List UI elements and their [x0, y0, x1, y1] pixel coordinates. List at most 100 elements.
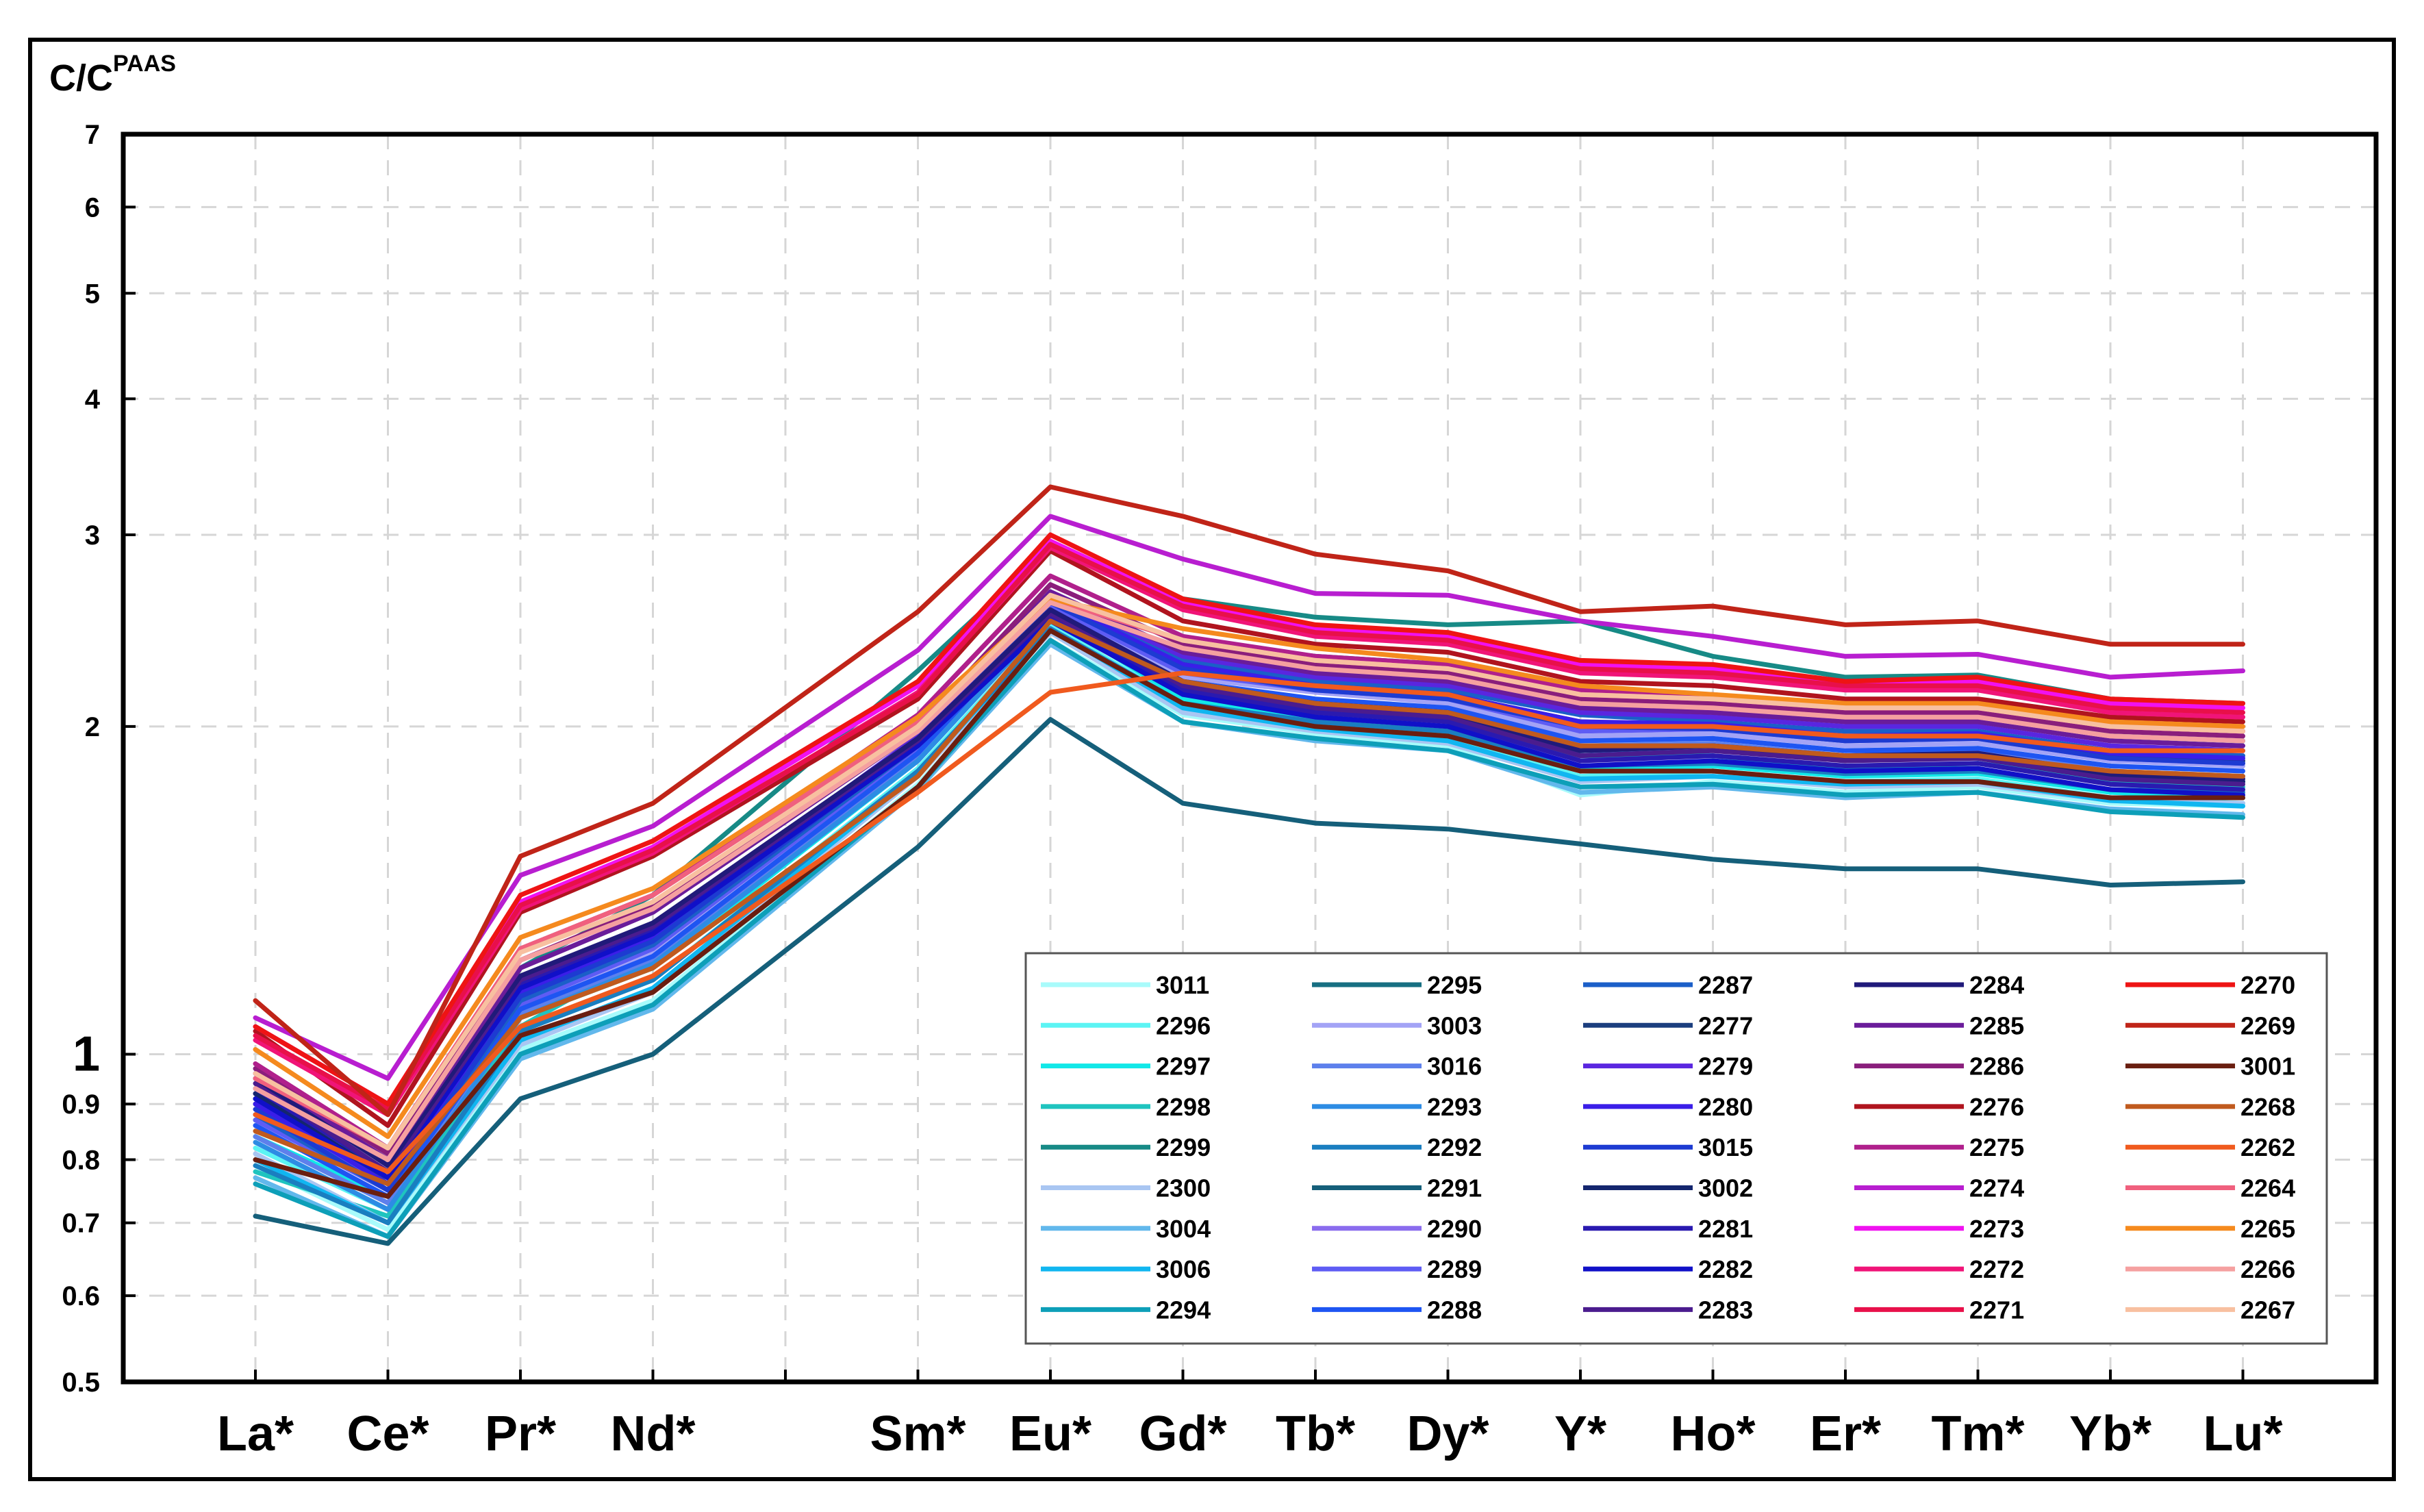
legend-item: 2286 [1854, 1053, 2024, 1081]
legend-item: 2265 [2125, 1215, 2295, 1243]
legend-item: 2277 [1583, 1011, 1753, 1040]
legend-item: 3003 [1312, 1011, 1482, 1040]
legend-label: 2291 [1427, 1174, 1482, 1202]
legend-label: 2280 [1698, 1093, 1753, 1121]
series-line-2285 [253, 589, 2245, 1162]
legend-label: 2264 [2240, 1174, 2295, 1202]
x-tick-label: Y* [1554, 1407, 1606, 1461]
legend-item: 2288 [1312, 1296, 1482, 1324]
legend-item: 2280 [1583, 1093, 1753, 1121]
series-lines [253, 484, 2245, 1246]
legend-item: 2300 [1041, 1174, 1211, 1202]
y-tick-label: 0.7 [62, 1209, 100, 1239]
series-line-2288 [253, 607, 2245, 1199]
legend-label: 2299 [1156, 1133, 1211, 1161]
legend-item: 2284 [1854, 971, 2024, 999]
legend-label: 2281 [1698, 1215, 1753, 1243]
legend-label: 2270 [2240, 971, 2295, 999]
legend-item: 2274 [1854, 1174, 2024, 1202]
legend-item: 2279 [1583, 1053, 1753, 1081]
y-tick-label: 5 [85, 279, 100, 309]
x-tick-label: Eu* [1009, 1407, 1091, 1461]
x-axis-ticks: La* Ce* Pr* Nd* Sm* Eu* Gd* Tb* Dy* Y* Ho* Er* Tm* Yb… [217, 1370, 2282, 1461]
series-line-2294 [253, 638, 2245, 1239]
legend-item: 2290 [1312, 1215, 1482, 1243]
y-axis-label: C/CPAAS [49, 51, 176, 99]
x-tick-label: Yb* [2069, 1407, 2151, 1461]
y-axis-ticks: 0.5 0.6 0.7 0.8 0.9 1 2 3 4 5 6 7 [62, 120, 136, 1398]
series-line-2283 [253, 611, 2245, 1174]
legend-label: 2272 [1969, 1255, 2024, 1283]
legend-item: 3002 [1583, 1174, 1753, 1202]
legend-item: 3001 [2125, 1053, 2295, 1081]
legend-item: 2271 [1854, 1296, 2024, 1324]
legend-item: 2296 [1041, 1011, 1211, 1040]
legend-item: 2297 [1041, 1053, 1211, 1081]
series-line-2276 [253, 548, 2245, 1129]
legend-label: 2287 [1698, 971, 1753, 999]
legend-label: 2294 [1156, 1296, 1211, 1324]
x-tick-label: Ce* [346, 1407, 429, 1461]
legend-item: 2281 [1583, 1215, 1753, 1243]
legend-item: 3004 [1041, 1215, 1211, 1243]
legend-label: 2283 [1698, 1296, 1753, 1324]
series-line-2274 [253, 514, 2245, 1081]
legend-label: 2266 [2240, 1255, 2295, 1283]
legend-item: 2273 [1854, 1215, 2024, 1243]
y-tick-label: 0.5 [62, 1368, 100, 1398]
x-tick-label: Tm* [1931, 1407, 2024, 1461]
legend-label: 2269 [2240, 1011, 2295, 1040]
legend-label: 2292 [1427, 1133, 1482, 1161]
y-tick-label: 1 [73, 1026, 100, 1081]
series-line-2292 [253, 626, 2245, 1226]
legend-item: 3006 [1041, 1255, 1211, 1283]
legend-item: 2282 [1583, 1255, 1753, 1283]
x-tick-label: Pr* [485, 1407, 556, 1461]
legend-label: 2296 [1156, 1011, 1211, 1040]
series-line-2272 [253, 545, 2245, 1118]
y-tick-label: 2 [85, 712, 100, 742]
legend-label: 2274 [1969, 1174, 2024, 1202]
y-axis-label-main: C/C [49, 58, 113, 99]
legend-label: 2277 [1698, 1011, 1753, 1040]
legend-item: 2272 [1854, 1255, 2024, 1283]
series-line-2291 [253, 717, 2245, 1246]
legend-item: 2298 [1041, 1093, 1211, 1121]
legend-item: 2266 [2125, 1255, 2295, 1283]
x-tick-label: Nd* [611, 1407, 696, 1461]
legend-label: 2285 [1969, 1011, 2024, 1040]
legend-item: 2293 [1312, 1093, 1482, 1121]
legend: 3011 2296 2297 2298 2299 2300 3004 3006 2294 2295… [1024, 952, 2328, 1345]
legend-label: 3001 [2240, 1053, 2295, 1081]
x-tick-label: Sm* [870, 1407, 965, 1461]
plot-area [121, 131, 2379, 1385]
y-tick-label: 6 [85, 192, 100, 223]
legend-label: 3015 [1698, 1133, 1753, 1161]
legend-item: 2276 [1854, 1093, 2024, 1121]
legend-item: 2287 [1583, 971, 1753, 999]
legend-item: 2285 [1854, 1011, 2024, 1040]
legend-label: 3011 [1156, 971, 1209, 999]
legend-label: 3003 [1427, 1011, 1482, 1040]
legend-item: 2270 [2125, 971, 2295, 999]
y-tick-label: 0.6 [62, 1281, 100, 1311]
legend-item: 2262 [2125, 1133, 2295, 1161]
x-tick-label: Gd* [1139, 1407, 1226, 1461]
series-line-2266 [253, 600, 2245, 1162]
legend-item: 2267 [2125, 1296, 2295, 1324]
legend-label: 2268 [2240, 1093, 2295, 1121]
legend-item: 2294 [1041, 1296, 1211, 1324]
legend-item: 2295 [1312, 971, 1482, 999]
legend-label: 3002 [1698, 1174, 1753, 1202]
legend-label: 3004 [1156, 1215, 1211, 1243]
y-tick-label: 7 [85, 120, 100, 150]
x-tick-label: Tb* [1276, 1407, 1355, 1461]
legend-item: 2289 [1312, 1255, 1482, 1283]
legend-label: 2289 [1427, 1255, 1482, 1283]
legend-label: 2290 [1427, 1215, 1482, 1243]
legend-label: 2297 [1156, 1053, 1211, 1081]
x-tick-label: Dy* [1406, 1407, 1489, 1461]
series-line-2271 [253, 542, 2245, 1112]
y-axis-label-superscript: PAAS [113, 51, 176, 77]
